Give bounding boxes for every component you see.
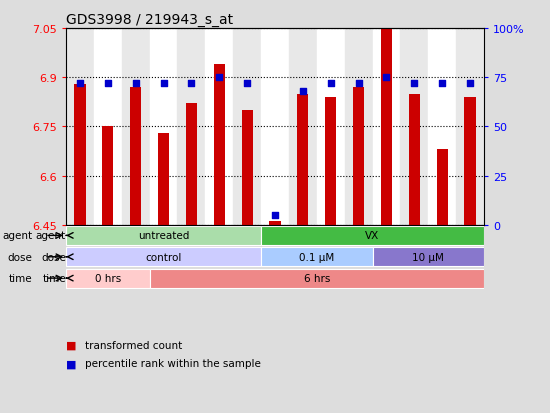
Text: 6 hrs: 6 hrs <box>304 273 330 283</box>
Bar <box>130 88 141 225</box>
Bar <box>214 65 225 225</box>
Bar <box>381 29 392 225</box>
Bar <box>122 29 150 225</box>
Point <box>187 81 196 87</box>
Bar <box>270 222 280 225</box>
Text: VX: VX <box>365 231 380 241</box>
Bar <box>102 127 113 225</box>
Bar <box>150 29 178 225</box>
Point <box>75 81 84 87</box>
Text: time: time <box>42 273 66 283</box>
Bar <box>465 97 476 225</box>
Point <box>299 88 307 95</box>
Text: 0.1 μM: 0.1 μM <box>299 252 334 262</box>
Text: control: control <box>145 252 182 262</box>
Text: dose: dose <box>41 252 66 262</box>
Point <box>326 81 335 87</box>
Point <box>354 81 363 87</box>
Bar <box>178 29 205 225</box>
Bar <box>66 269 150 288</box>
Text: transformed count: transformed count <box>85 340 183 350</box>
Point <box>438 81 447 87</box>
Text: ■: ■ <box>66 358 76 368</box>
Point <box>131 81 140 87</box>
Bar <box>372 29 400 225</box>
Text: agent: agent <box>2 231 32 241</box>
Bar <box>66 247 261 267</box>
Bar <box>94 29 122 225</box>
Text: GDS3998 / 219943_s_at: GDS3998 / 219943_s_at <box>66 12 233 26</box>
Bar <box>241 111 252 225</box>
Text: untreated: untreated <box>138 231 189 241</box>
Text: time: time <box>9 273 32 283</box>
Bar <box>409 94 420 225</box>
Text: agent: agent <box>36 231 66 241</box>
Point <box>410 81 419 87</box>
Text: ■: ■ <box>66 340 76 350</box>
Bar <box>317 29 345 225</box>
Bar <box>298 94 309 225</box>
Bar <box>325 97 336 225</box>
Point <box>243 81 251 87</box>
Bar <box>233 29 261 225</box>
Bar <box>66 29 94 225</box>
Bar <box>372 247 484 267</box>
Bar <box>353 88 364 225</box>
Bar <box>186 104 197 225</box>
Bar <box>205 29 233 225</box>
Text: 10 μM: 10 μM <box>412 252 444 262</box>
Bar <box>261 226 484 245</box>
Point <box>271 212 279 218</box>
Point <box>215 75 224 81</box>
Point <box>382 75 391 81</box>
Bar <box>400 29 428 225</box>
Text: percentile rank within the sample: percentile rank within the sample <box>85 358 261 368</box>
Text: 0 hrs: 0 hrs <box>95 273 121 283</box>
Point <box>159 81 168 87</box>
Bar <box>345 29 372 225</box>
Bar <box>428 29 456 225</box>
Bar <box>66 226 261 245</box>
Bar <box>261 29 289 225</box>
Point <box>466 81 475 87</box>
Bar <box>456 29 484 225</box>
Bar <box>150 269 484 288</box>
Bar <box>261 247 372 267</box>
Bar <box>158 133 169 225</box>
Point <box>103 81 112 87</box>
Text: dose: dose <box>8 252 32 262</box>
Bar <box>74 85 85 225</box>
Bar <box>437 150 448 225</box>
Bar <box>289 29 317 225</box>
